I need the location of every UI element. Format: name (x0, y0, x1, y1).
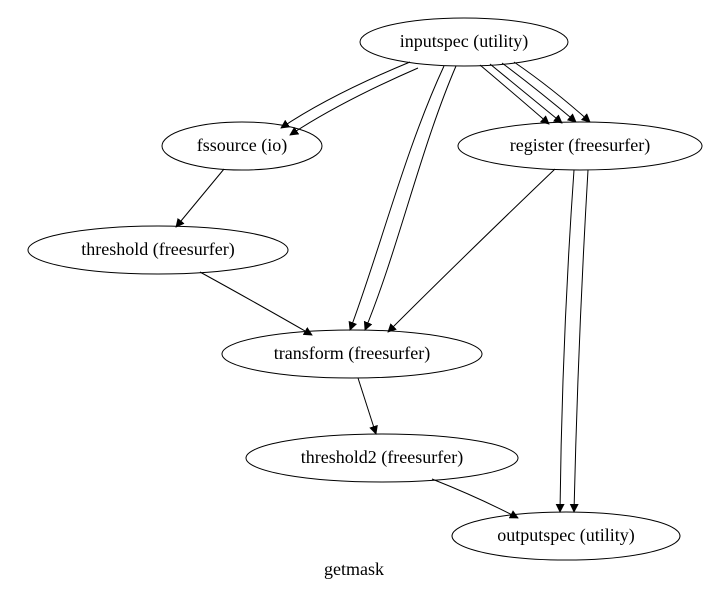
edge-register-outputspec-2 (574, 170, 588, 512)
node-threshold2-label: threshold2 (freesurfer) (301, 447, 463, 468)
edge-transform-threshold2 (358, 378, 376, 434)
node-fssource-label: fssource (io) (197, 135, 287, 156)
node-transform: transform (freesurfer) (222, 330, 482, 378)
node-threshold2: threshold2 (freesurfer) (246, 434, 518, 482)
edge-register-outputspec-1 (560, 170, 574, 512)
node-inputspec-label: inputspec (utility) (400, 31, 528, 52)
diagram-caption: getmask (324, 559, 384, 579)
node-threshold-label: threshold (freesurfer) (81, 239, 234, 260)
edge-inputspec-register-1 (480, 65, 549, 124)
edge-threshold-transform (200, 272, 312, 335)
edge-inputspec-transform-2 (365, 66, 456, 330)
edge-inputspec-register-2 (490, 64, 562, 123)
edge-inputspec-register-4 (514, 62, 590, 122)
node-transform-label: transform (freesurfer) (274, 343, 430, 364)
node-threshold: threshold (freesurfer) (28, 226, 288, 274)
edge-threshold2-outputspec (432, 479, 518, 518)
node-register: register (freesurfer) (458, 122, 702, 170)
edge-inputspec-fssource-2 (290, 68, 418, 135)
edge-fssource-threshold (176, 169, 224, 227)
node-inputspec: inputspec (utility) (360, 18, 568, 66)
edge-register-transform (388, 169, 555, 332)
node-fssource: fssource (io) (162, 122, 322, 170)
node-outputspec: outputspec (utility) (452, 512, 680, 560)
node-outputspec-label: outputspec (utility) (497, 525, 634, 546)
node-register-label: register (freesurfer) (510, 135, 650, 156)
edge-inputspec-fssource-1 (281, 62, 410, 128)
